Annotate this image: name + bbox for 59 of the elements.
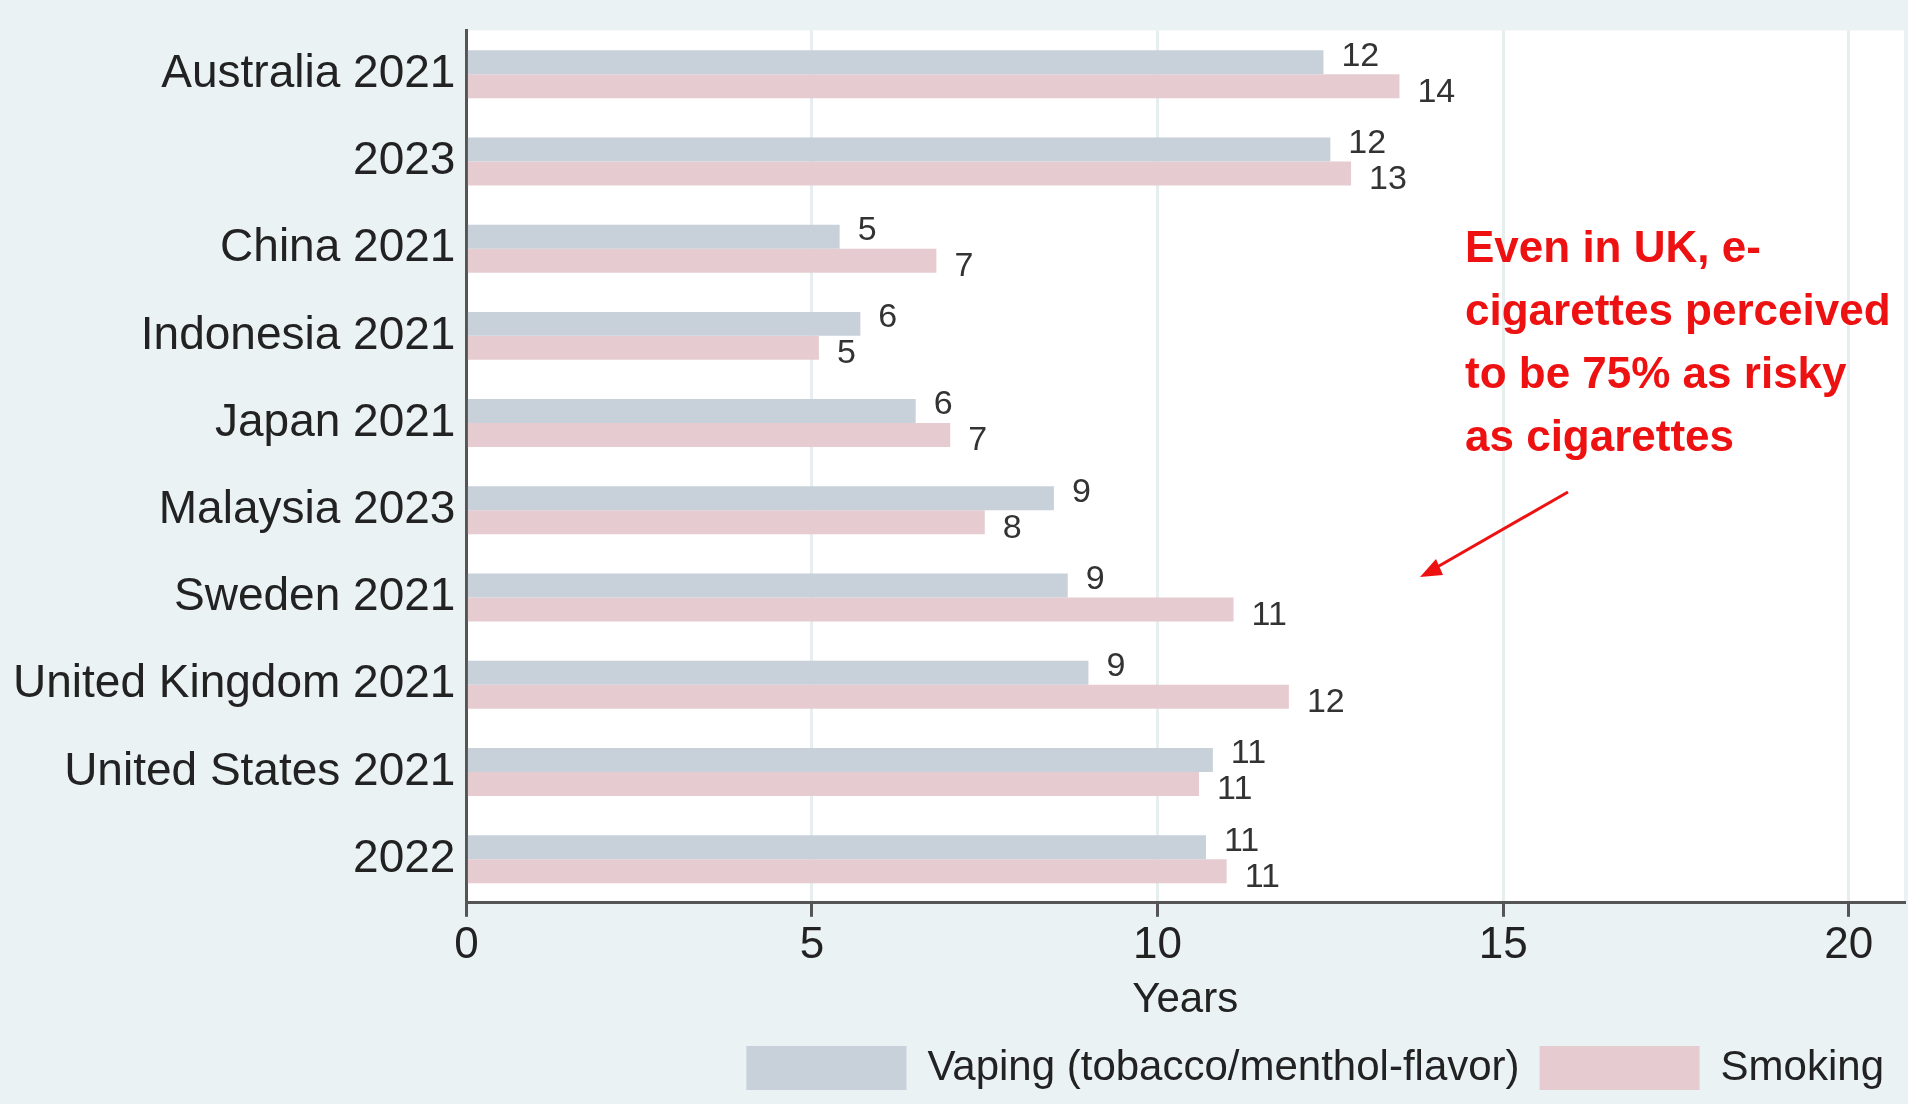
data-label: 11 <box>1217 768 1253 807</box>
y-tick-label: 2022 <box>353 829 456 882</box>
data-label: 6 <box>933 383 953 422</box>
data-label: 13 <box>1369 157 1407 196</box>
bar <box>467 335 819 360</box>
x-tick-label: 0 <box>454 918 479 968</box>
y-tick-label: Indonesia 2021 <box>140 306 456 359</box>
bar <box>467 859 1227 884</box>
bar <box>467 224 840 249</box>
data-label: 11 <box>1223 819 1260 858</box>
bar <box>467 835 1206 860</box>
data-label: 7 <box>968 419 988 458</box>
y-tick-label: Australia 2021 <box>161 44 456 97</box>
x-tick-label: 10 <box>1133 918 1183 968</box>
bar <box>467 50 1324 75</box>
data-label: 12 <box>1348 121 1387 160</box>
data-label: 7 <box>954 245 974 284</box>
data-label: 11 <box>1251 593 1287 632</box>
y-tick-label: Japan 2021 <box>214 393 456 446</box>
x-tick-label: 5 <box>799 918 825 968</box>
data-label: 6 <box>878 296 898 335</box>
bar <box>467 684 1289 709</box>
legend-label: Smoking <box>1720 1041 1884 1089</box>
y-tick-label: United States 2021 <box>64 742 456 795</box>
bar <box>467 747 1213 772</box>
bar <box>467 74 1400 99</box>
annotation: Even in UK, e-cigarettes perceived to be 75% as risky as cigarettes <box>1465 221 1892 462</box>
data-label: 8 <box>1002 506 1022 545</box>
bar <box>467 573 1068 598</box>
bar <box>467 137 1331 162</box>
data-label: 5 <box>836 332 856 371</box>
bar <box>467 311 861 336</box>
y-tick-label: United Kingdom 2021 <box>12 655 456 708</box>
bar <box>467 660 1089 685</box>
data-label: 5 <box>857 209 877 248</box>
y-tick-label: Malaysia 2023 <box>158 481 456 533</box>
x-axis-title: Years <box>1132 974 1239 1022</box>
legend-label: Vaping (tobacco/menthol-flavor) <box>927 1041 1520 1089</box>
data-label: 9 <box>1071 470 1091 509</box>
bar <box>467 161 1352 186</box>
data-label: 12 <box>1341 34 1380 73</box>
bar <box>467 597 1234 622</box>
data-label: 14 <box>1417 70 1456 109</box>
bar <box>467 771 1200 796</box>
y-tick-label: China 2021 <box>220 219 456 272</box>
bar <box>467 248 937 273</box>
bar <box>467 510 985 535</box>
data-label: 9 <box>1085 557 1105 596</box>
bar <box>467 423 951 448</box>
x-tick-label: 15 <box>1478 918 1528 968</box>
y-tick-label: 2023 <box>353 132 456 185</box>
data-label: 11 <box>1244 855 1280 894</box>
data-label: 9 <box>1106 645 1126 684</box>
data-label: 11 <box>1230 732 1267 771</box>
x-tick-label: 20 <box>1824 918 1874 968</box>
y-tick-label: Sweden 2021 <box>174 568 456 621</box>
bar <box>467 399 916 424</box>
data-label: 12 <box>1306 681 1345 720</box>
bar <box>467 486 1054 511</box>
